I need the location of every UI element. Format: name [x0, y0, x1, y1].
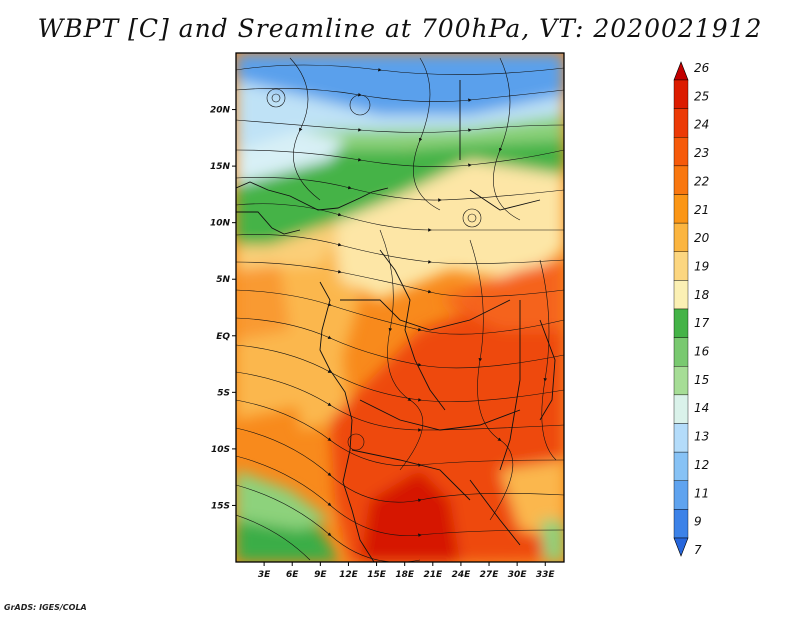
colorbar-segment — [673, 423, 689, 453]
colorbar-label: 9 — [694, 515, 702, 529]
x-tick-label: 21E — [423, 570, 443, 580]
x-tick-label: 33E — [536, 570, 556, 580]
colorbar-segment — [673, 222, 689, 252]
y-tick-label: 10S — [211, 445, 230, 455]
colorbar-segment — [673, 79, 689, 109]
colorbar-label: 18 — [694, 288, 710, 302]
colorbar-segment — [673, 308, 689, 338]
colorbar-label: 16 — [694, 345, 710, 359]
colorbar: 26 25 24 23 22 21 20 19 18 17 16 15 14 13 12 11 9 7 — [673, 61, 710, 557]
colorbar-segment — [673, 509, 689, 539]
colorbar-label: 14 — [694, 401, 709, 415]
colorbar-segment — [673, 366, 689, 396]
y-tick-label: 20N — [210, 106, 231, 116]
colorbar-label: 13 — [694, 430, 709, 444]
colorbar-label: 17 — [694, 316, 710, 330]
colorbar-label: 20 — [694, 231, 710, 245]
colorbar-label: 26 — [694, 61, 710, 75]
colorbar-segment — [673, 251, 689, 281]
x-tick-label: 6E — [286, 570, 299, 580]
x-tick-label: 27E — [480, 570, 500, 580]
y-axis: 20N 15N 10N 5N EQ 5S 10S 15S — [210, 106, 236, 511]
x-axis: 3E 6E 9E 12E 15E 18E 21E 24E 27E 30E 33E — [258, 562, 556, 580]
colorbar-segment — [673, 108, 689, 138]
colorbar-segment — [673, 137, 689, 167]
colorbar-label: 25 — [694, 89, 709, 103]
y-tick-label: 5N — [216, 275, 230, 285]
y-tick-label: 10N — [210, 219, 231, 229]
streamlines — [236, 57, 564, 562]
x-tick-label: 3E — [258, 570, 271, 580]
colorbar-segment — [673, 480, 689, 510]
colorbar-top-arrow — [673, 61, 689, 81]
colorbar-bottom-arrow — [673, 537, 689, 557]
x-tick-label: 12E — [339, 570, 359, 580]
colorbar-segment — [673, 280, 689, 310]
credit-text: GrADS: IGES/COLA — [4, 603, 87, 612]
y-tick-label: 5S — [217, 388, 230, 398]
colorbar-segment — [673, 337, 689, 367]
x-tick-label: 24E — [452, 570, 472, 580]
colorbar-label: 15 — [694, 373, 709, 387]
colorbar-label: 24 — [694, 118, 709, 132]
colorbar-label: 23 — [694, 146, 709, 160]
colorbar-segment — [673, 194, 689, 224]
colorbar-segment — [673, 451, 689, 481]
x-tick-label: 18E — [395, 570, 415, 580]
chart-title: WBPT [C] and Sreamline at 700hPa, VT: 20… — [37, 14, 763, 43]
colorbar-label: 7 — [694, 543, 702, 557]
y-tick-label: EQ — [216, 332, 230, 342]
eddies — [266, 88, 482, 451]
x-tick-label: 30E — [508, 570, 528, 580]
colorbar-label: 19 — [694, 259, 709, 273]
map-frame — [235, 52, 565, 563]
y-tick-label: 15N — [210, 162, 231, 172]
colorbar-label: 21 — [694, 203, 709, 217]
wbpt-field — [236, 53, 564, 562]
y-tick-label: 15S — [211, 501, 230, 511]
colorbar-segment — [673, 165, 689, 195]
colorbar-label: 11 — [694, 486, 709, 500]
x-tick-label: 15E — [367, 570, 387, 580]
colorbar-label: 12 — [694, 458, 709, 472]
colorbar-label: 22 — [694, 174, 709, 188]
x-tick-label: 9E — [314, 570, 327, 580]
colorbar-segment — [673, 394, 689, 424]
